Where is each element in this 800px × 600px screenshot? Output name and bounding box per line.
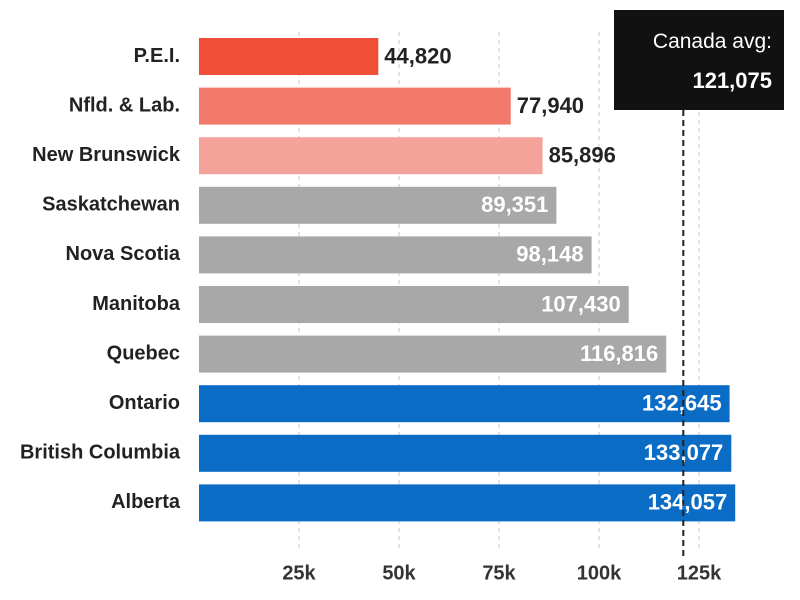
bar (199, 434, 732, 472)
category-label: Quebec (107, 342, 180, 364)
bar (199, 484, 736, 522)
category-label: Manitoba (92, 293, 181, 315)
category-label: P.E.I. (134, 45, 180, 67)
x-tick-label: 75k (482, 562, 516, 584)
data-label: 98,148 (516, 242, 583, 267)
reference-label-box (614, 10, 784, 110)
data-label: 85,896 (549, 143, 616, 168)
bar (199, 286, 629, 323)
bar (199, 137, 543, 175)
data-label: 77,940 (517, 93, 584, 118)
data-label: 107,430 (541, 291, 621, 316)
category-label: Ontario (109, 392, 180, 414)
data-label: 132,645 (642, 391, 722, 416)
reference-label-title: Canada avg: (653, 30, 772, 53)
data-label: 89,351 (481, 192, 548, 217)
data-label: 116,816 (580, 341, 658, 366)
x-tick-label: 125k (677, 562, 722, 584)
bar (199, 38, 379, 75)
bar (199, 236, 592, 274)
x-tick-label: 25k (282, 562, 316, 584)
category-label: New Brunswick (32, 144, 181, 166)
category-label: Saskatchewan (42, 194, 180, 216)
data-label: 44,820 (384, 43, 451, 68)
bar (199, 186, 557, 224)
category-label: Nfld. & Lab. (69, 94, 180, 116)
x-tick-label: 100k (577, 562, 622, 584)
x-tick-label: 50k (382, 562, 416, 584)
category-label: Alberta (111, 491, 181, 513)
bar (199, 87, 511, 125)
category-label: British Columbia (20, 442, 181, 464)
reference-label-value: 121,075 (692, 68, 772, 93)
data-label: 134,057 (648, 490, 728, 515)
category-label: Nova Scotia (66, 243, 181, 265)
bar (199, 335, 667, 373)
bar (199, 385, 730, 423)
